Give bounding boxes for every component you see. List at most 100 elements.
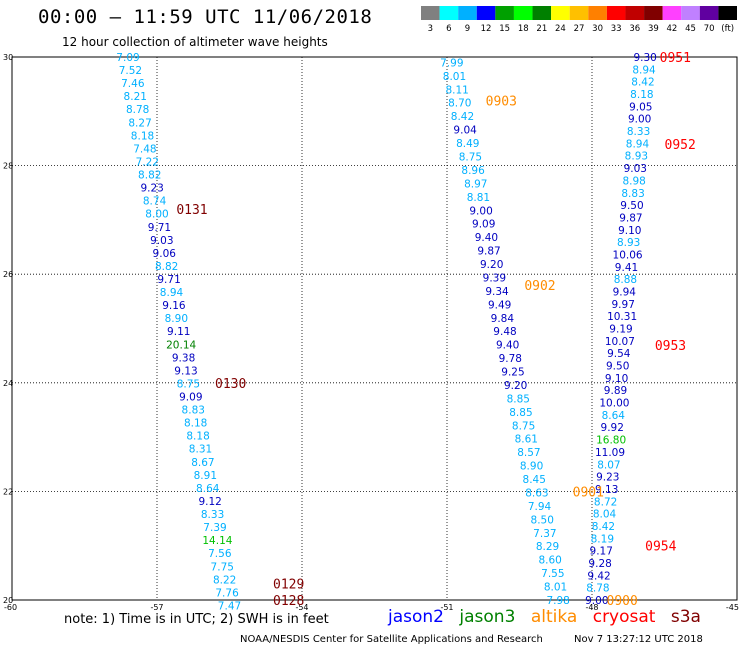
color-swatch	[532, 6, 552, 20]
color-swatch	[569, 6, 589, 20]
wave-height-value: 8.18	[131, 130, 154, 142]
wave-height-value: 10.31	[607, 311, 637, 323]
color-scale-bar: 3 6 9 12 15 18 21 24 27 30 33 36 39 42 45 70 (ft)	[421, 6, 737, 33]
wave-height-value: 9.13	[595, 484, 618, 496]
x-tick-label: -51	[440, 603, 453, 612]
wave-height-value: 8.63	[525, 487, 548, 499]
wave-height-value: 7.37	[533, 528, 556, 540]
color-scale-label: 24	[555, 24, 566, 33]
pass-time-label: 0130	[215, 377, 246, 392]
wave-height-value: 8.88	[614, 274, 637, 286]
wave-height-value: 8.64	[602, 410, 626, 422]
legend-s3a: s3a	[670, 607, 701, 627]
legend-jason2: jason2	[388, 607, 444, 627]
wave-height-value: 8.42	[451, 111, 474, 123]
wave-height-value: 9.10	[618, 225, 641, 237]
y-tick-label: 22	[3, 487, 13, 496]
wave-height-value: 7.39	[203, 522, 226, 534]
color-scale-label: 18	[518, 24, 529, 33]
wave-height-value: 8.21	[124, 91, 147, 103]
wave-height-value: 8.85	[509, 407, 532, 419]
wave-height-value: 9.13	[174, 365, 197, 377]
wave-height-value: 11.09	[595, 447, 625, 459]
wave-height-value: 8.93	[617, 237, 640, 249]
wave-height-value: 8.94	[160, 287, 184, 299]
wave-height-value: 7.09	[116, 52, 139, 64]
wave-height-value: 8.78	[586, 583, 609, 595]
pass-time-label: 0954	[645, 540, 676, 555]
wave-height-value: 8.18	[630, 89, 653, 101]
color-swatch	[513, 6, 533, 20]
wave-height-value: 9.20	[480, 259, 503, 271]
pass-time-label: 0129	[273, 578, 304, 593]
wave-height-value: 8.75	[459, 152, 482, 164]
wave-height-value: 8.85	[507, 393, 530, 405]
wave-height-value: 8.22	[213, 574, 236, 586]
color-swatch	[588, 6, 607, 20]
x-tick-label: -57	[150, 603, 163, 612]
color-scale-label: 21	[536, 24, 547, 33]
pass-time-label: 0131	[176, 203, 207, 218]
wave-height-value: 7.98	[546, 595, 569, 607]
pass-time-label: 0902	[524, 279, 555, 294]
wave-height-value: 8.60	[538, 555, 561, 567]
wave-height-value: 8.91	[194, 470, 217, 482]
wave-height-value: 8.96	[461, 165, 485, 177]
wave-height-value: 8.72	[594, 496, 617, 508]
wave-height-value: 8.81	[467, 192, 490, 204]
x-tick-label: -60	[4, 603, 17, 612]
wave-height-value: 8.01	[443, 71, 466, 83]
wave-height-value: 8.61	[515, 434, 538, 446]
wave-height-value: 7.52	[119, 65, 142, 77]
wave-height-value: 9.97	[612, 299, 635, 311]
wave-height-value: 9.50	[620, 200, 643, 212]
pass-time-label: 0901	[573, 485, 604, 500]
wave-height-value: 9.89	[604, 385, 627, 397]
wave-height-value: 9.00	[469, 205, 492, 217]
wave-height-value: 9.03	[150, 235, 173, 247]
color-swatch	[495, 6, 514, 20]
wave-height-value: 7.47	[218, 600, 241, 612]
color-scale-label: 27	[574, 24, 585, 33]
wave-height-value: 9.10	[605, 373, 628, 385]
wave-height-value: 9.23	[596, 472, 619, 484]
satellite-legend: jason2 jason3 altika cryosat s3a	[388, 607, 711, 627]
wave-height-value: 9.38	[172, 352, 195, 364]
color-swatch	[421, 6, 440, 20]
pass-time-label: 0128	[273, 594, 304, 609]
wave-height-value: 8.82	[155, 261, 178, 273]
wave-height-value: 9.16	[162, 300, 186, 312]
wave-height-value: 9.40	[475, 232, 498, 244]
legend-altika: altika	[530, 607, 578, 627]
wave-height-value: 8.31	[189, 444, 212, 456]
wave-height-value: 9.09	[179, 392, 202, 404]
wave-height-value: 9.94	[613, 286, 637, 298]
wave-height-value: 9.54	[607, 348, 631, 360]
wave-height-value: 8.83	[621, 188, 644, 200]
color-scale-label: 30	[592, 24, 603, 33]
pass-time-label: 0900	[607, 594, 638, 609]
color-swatch	[606, 6, 626, 20]
y-tick-label: 28	[3, 162, 13, 171]
color-scale-label: 15	[499, 24, 510, 33]
wave-height-value: 8.00	[145, 209, 168, 221]
wave-height-value: 8.93	[625, 151, 648, 163]
wave-height-value: 8.29	[536, 541, 559, 553]
wave-height-value: 9.23	[140, 183, 163, 195]
wave-height-value: 8.27	[128, 117, 151, 129]
wave-height-value: 9.41	[615, 262, 638, 274]
wave-height-value: 7.99	[440, 57, 463, 69]
wave-height-value: 8.83	[182, 405, 205, 417]
x-tick-label: -45	[726, 603, 739, 612]
wave-height-value: 7.94	[528, 501, 552, 513]
wave-height-value: 9.34	[485, 286, 509, 298]
plot-frame	[11, 56, 738, 601]
wave-height-value: 9.49	[488, 299, 511, 311]
wave-height-value: 9.84	[491, 313, 515, 325]
wave-height-value: 9.25	[501, 367, 524, 379]
color-swatch	[699, 6, 719, 20]
wave-height-value: 8.19	[591, 533, 614, 545]
generated-timestamp: Nov 7 13:27:12 UTC 2018	[574, 634, 703, 645]
color-scale-label: 45	[685, 24, 696, 33]
